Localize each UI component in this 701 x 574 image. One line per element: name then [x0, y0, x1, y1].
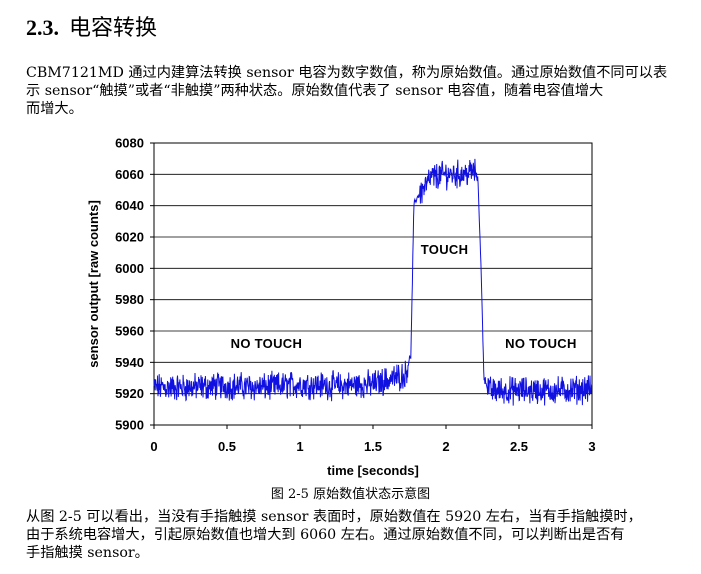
- y-tick-label: 5960: [115, 324, 144, 339]
- x-tick-label: 3: [588, 439, 595, 454]
- y-tick-label: 6080: [115, 136, 144, 151]
- x-tick-label: 1: [296, 439, 303, 454]
- y-tick-label: 6060: [115, 167, 144, 182]
- y-tick-label: 6040: [115, 198, 144, 213]
- y-axis-label: sensor output [raw counts]: [86, 200, 101, 368]
- y-tick-label: 5940: [115, 355, 144, 370]
- section-title: 电容转换: [69, 16, 158, 41]
- intro-line: 而增大。: [26, 101, 83, 117]
- raw-count-chart: 0 0.5 1 1.5 2 2.5 3 5900 5920 5940 5960 5980 6000 60…: [86, 136, 596, 479]
- intro-line: CBM7121MD 通过内建算法转换 sensor 电容为数字数值，称为原始数值…: [26, 65, 668, 81]
- conclusion-line: 由于系统电容增大，引起原始数值也增大到 6060 左右。通过原始数值不同，可以判…: [26, 527, 625, 543]
- x-tick-label: 1.5: [364, 439, 382, 454]
- x-tick-label: 2.5: [510, 439, 528, 454]
- y-axis-ticks: 5900 5920 5940 5960 5980 6000 6020 6040 6060 6080: [115, 136, 154, 433]
- x-axis-label: time [seconds]: [327, 463, 419, 478]
- chart-annotations: NO TOUCH TOUCH NO TOUCH: [231, 242, 577, 351]
- section-number: 2.3.: [26, 15, 59, 40]
- y-tick-label: 6000: [115, 261, 144, 276]
- conclusion-line: 从图 2-5 可以看出，当没有手指触摸 sensor 表面时，原始数值在 592…: [26, 509, 642, 525]
- conclusion-line: 手指触摸 sensor。: [26, 545, 149, 561]
- y-tick-label: 5980: [115, 292, 144, 307]
- chart-grid: [154, 173, 592, 395]
- chart-annotation: TOUCH: [421, 242, 468, 257]
- x-tick-label: 2: [442, 439, 449, 454]
- x-tick-label: 0: [150, 439, 157, 454]
- intro-paragraph: CBM7121MD 通过内建算法转换 sensor 电容为数字数值，称为原始数值…: [26, 64, 696, 118]
- y-tick-label: 6020: [115, 230, 144, 245]
- x-axis-ticks: 0 0.5 1 1.5 2 2.5 3: [150, 425, 596, 454]
- y-tick-label: 5920: [115, 386, 144, 401]
- series-line-raw-counts: [153, 158, 593, 406]
- intro-line: 示 sensor“触摸”或者“非触摸”两种状态。原始数值代表了 sensor 电…: [26, 83, 604, 99]
- x-tick-label: 0.5: [218, 439, 236, 454]
- figure-caption: 图 2-5 原始数值状态示意图: [270, 487, 431, 502]
- conclusion-paragraph: 从图 2-5 可以看出，当没有手指触摸 sensor 表面时，原始数值在 592…: [26, 508, 696, 562]
- section-heading: 2.3. 电容转换: [26, 14, 157, 43]
- chart-annotation: NO TOUCH: [231, 336, 303, 351]
- chart-annotation: NO TOUCH: [505, 336, 577, 351]
- y-tick-label: 5900: [115, 418, 144, 433]
